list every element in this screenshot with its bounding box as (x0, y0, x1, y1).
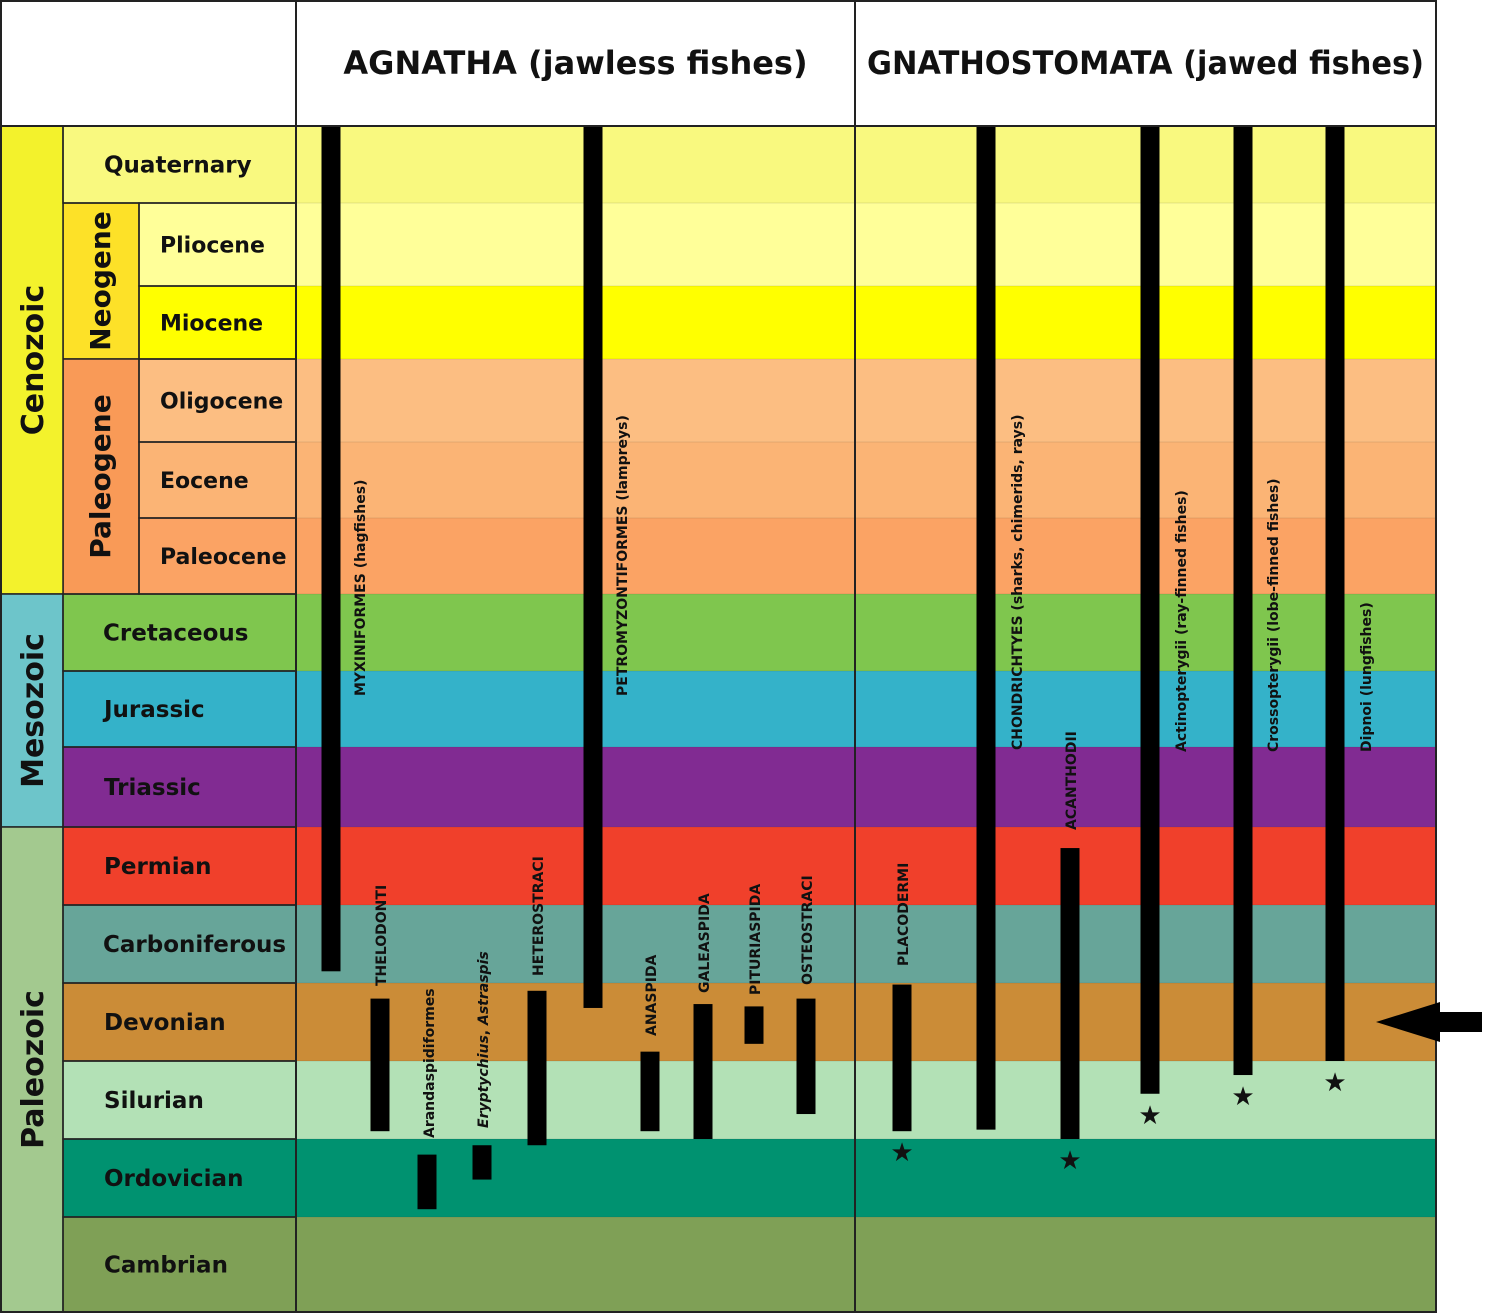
star-icon: ★ (1058, 1146, 1081, 1176)
period-label-neogene: Neogene (84, 211, 117, 351)
label-permian: Permian (104, 854, 212, 880)
range-label-crossopterygii: Crossopterygii (lobe-finned fishes) (1266, 478, 1282, 752)
star-icon: ★ (1138, 1101, 1161, 1131)
header-agnatha: AGNATHA (jawless fishes) (343, 44, 807, 82)
range-label-arandaspidiformes: Arandaspidiformes (422, 988, 438, 1138)
range-label-petromyzontiformes: PETROMYZONTIFORMES (lampreys) (615, 415, 631, 696)
era-label-mesozoic: Mesozoic (16, 633, 51, 788)
era-label-cenozoic: Cenozoic (16, 285, 51, 435)
band-paleocene (139, 518, 1436, 594)
label-quaternary: Quaternary (104, 153, 252, 179)
range-bar-pituriaspida (744, 1006, 764, 1044)
range-label-anaspida: ANASPIDA (644, 954, 660, 1036)
label-eocene: Eocene (160, 469, 249, 494)
range-bar-placodermi (892, 984, 912, 1132)
star-icon: ★ (1323, 1068, 1346, 1098)
range-bar-eryptychius (472, 1145, 492, 1180)
band-silurian (63, 1061, 1436, 1139)
label-devonian: Devonian (104, 1010, 226, 1036)
label-pliocene: Pliocene (160, 234, 265, 259)
label-triassic: Triassic (104, 775, 201, 801)
range-bar-arandaspidiformes (417, 1154, 437, 1210)
label-carboniferous: Carboniferous (103, 932, 286, 958)
band-cretaceous (63, 594, 1436, 671)
range-bar-acanthodii (1060, 848, 1080, 1139)
range-bar-dipnoi (1325, 126, 1345, 1061)
band-carboniferous (63, 905, 1436, 983)
range-label-thelodonti: THELODONTI (374, 885, 390, 986)
label-cretaceous: Cretaceous (103, 621, 248, 647)
range-bar-heterostraci (527, 990, 547, 1146)
band-pliocene (139, 203, 1436, 286)
range-bar-petromyzontiformes (583, 126, 603, 1008)
arrow-left-icon (1376, 1002, 1482, 1042)
range-bar-galeaspida (693, 1004, 713, 1139)
star-icon: ★ (890, 1138, 913, 1168)
label-miocene: Miocene (160, 312, 263, 337)
range-label-galeaspida: GALEASPIDA (697, 893, 713, 993)
era-cell-paleozoic (0, 826, 64, 1313)
label-cambrian: Cambrian (104, 1253, 228, 1279)
range-bar-myxiniformes (321, 126, 341, 972)
band-oligocene (139, 359, 1436, 442)
range-label-chondrichthyes: CHONDRICHTYES (sharks, chimerids, rays) (1010, 415, 1026, 750)
star-icon: ★ (1231, 1082, 1254, 1112)
range-label-myxiniformes: MYXINIFORMES (hagfishes) (353, 480, 369, 696)
band-jurassic (63, 671, 1436, 747)
range-bar-osteostraci (796, 998, 816, 1115)
era-label-paleozoic: Paleozoic (16, 990, 51, 1149)
range-bar-crossopterygii (1233, 126, 1253, 1076)
range-label-actinopterygii: Actinopterygii (ray-finned fishes) (1174, 490, 1190, 752)
label-oligocene: Oligocene (160, 390, 283, 415)
band-miocene (139, 286, 1436, 359)
range-label-heterostraci: HETEROSTRACI (531, 856, 547, 976)
range-bar-anaspida (640, 1051, 660, 1132)
label-silurian: Silurian (104, 1088, 204, 1114)
band-cambrian (63, 1217, 1436, 1312)
range-label-osteostraci: OSTEOSTRACI (800, 875, 816, 985)
label-jurassic: Jurassic (102, 697, 205, 723)
range-label-dipnoi: Dipnoi (lungfishes) (1359, 602, 1375, 752)
band-quaternary (63, 126, 1436, 203)
range-label-eryptychius: Eryptychius, Astraspis (476, 951, 492, 1128)
band-eocene (139, 442, 1436, 518)
range-bar-chondrichthyes (976, 126, 996, 1130)
header-gnathostomata: GNATHOSTOMATA (jawed fishes) (867, 44, 1424, 82)
range-bar-actinopterygii (1140, 126, 1160, 1094)
label-paleocene: Paleocene (160, 545, 287, 570)
range-label-placodermi: PLACODERMI (896, 863, 912, 966)
period-cell-paleogene (62, 358, 140, 595)
band-permian (63, 827, 1436, 905)
band-triassic (63, 747, 1436, 827)
label-ordovician: Ordovician (104, 1166, 243, 1192)
period-label-paleogene: Paleogene (84, 394, 117, 558)
range-label-acanthodii: ACANTHODII (1064, 731, 1080, 830)
header-background (1, 1, 1436, 126)
era-cell-mesozoic (0, 593, 64, 828)
range-label-pituriaspida: PITURIASPIDA (748, 884, 764, 995)
range-bar-thelodonti (370, 998, 390, 1132)
outer-frame (0, 0, 1437, 1313)
band-ordovician (63, 1139, 1436, 1217)
